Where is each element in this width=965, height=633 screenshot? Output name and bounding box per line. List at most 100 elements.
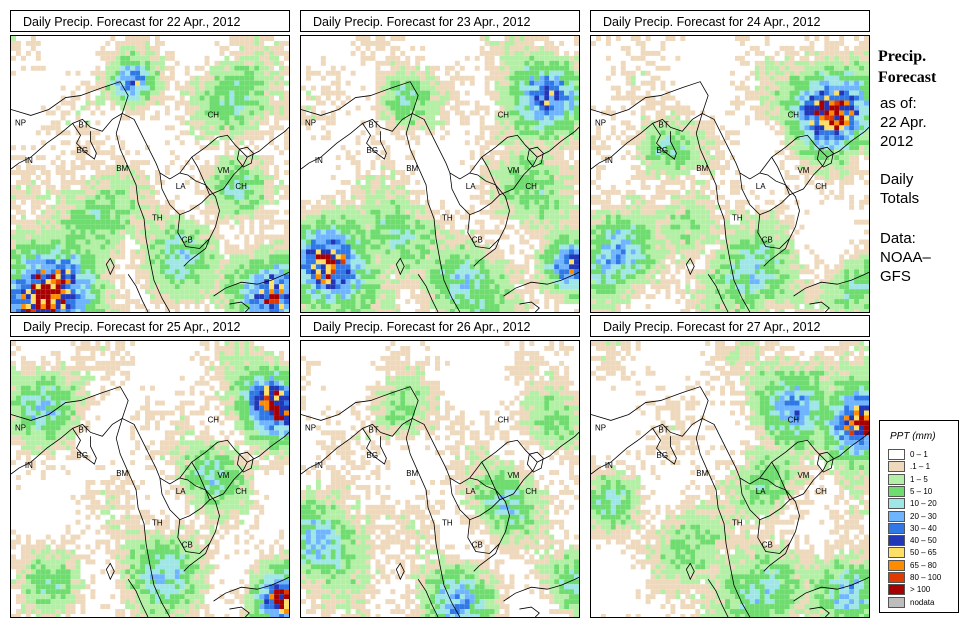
legend-label: 0 – 1: [910, 450, 928, 459]
precip-raster: [11, 36, 289, 312]
country-border: [793, 576, 869, 602]
precip-raster: [11, 341, 289, 617]
country-border: [695, 418, 751, 617]
totals-label: Totals: [880, 190, 920, 207]
country-border: [503, 576, 579, 602]
daily-totals-block: Daily Totals: [880, 170, 919, 208]
legend-entry: 20 – 30: [888, 510, 958, 523]
country-label: VM: [508, 471, 520, 480]
country-border: [467, 214, 500, 249]
country-border: [763, 156, 800, 267]
legend-label: 50 – 65: [910, 548, 937, 558]
country-label: IN: [315, 156, 323, 165]
legend-entry: .1 – 1: [888, 461, 958, 473]
country-border: [763, 461, 800, 572]
country-border: [11, 81, 129, 170]
country-label: TH: [732, 519, 743, 528]
country-label: VM: [218, 471, 230, 480]
daily-label: Daily: [880, 171, 914, 188]
country-label: BM: [696, 164, 708, 173]
country-label: BT: [79, 120, 89, 129]
country-label: TH: [152, 519, 163, 528]
precip-raster: [591, 341, 869, 617]
country-label: VM: [508, 166, 520, 175]
country-border: [183, 461, 220, 572]
country-label: NP: [15, 118, 26, 127]
country-border: [395, 257, 405, 276]
country-border: [652, 428, 677, 465]
legend-swatch: [888, 547, 905, 559]
legend-entry: 1 – 5: [888, 473, 958, 486]
country-label: BG: [367, 146, 378, 155]
country-label: BT: [659, 425, 669, 434]
data-source-block: Data: NOAA– GFS: [880, 229, 931, 286]
country-label: CH: [525, 487, 537, 496]
country-border: [789, 461, 828, 501]
country-border: [229, 606, 250, 617]
country-label: LA: [756, 182, 766, 191]
country-border: [519, 301, 540, 312]
country-border: [739, 172, 791, 216]
data-source-line1: NOAA–: [880, 249, 931, 266]
country-label: IN: [605, 461, 613, 470]
legend-label: 30 – 40: [910, 523, 937, 533]
country-border: [122, 418, 289, 485]
forecast-panel: Daily Precip. Forecast for 22 Apr., 2012…: [0, 5, 292, 313]
legend-label: 10 – 20: [910, 499, 937, 509]
precip-map-canvas: NP BT BG IN BM CH VM LA CH TH CB: [301, 341, 579, 617]
side-title-line1: Precip.: [878, 48, 927, 65]
legend-swatch: [888, 498, 905, 510]
legend-label: > 100: [910, 585, 931, 595]
legend-entry: 30 – 40: [888, 522, 958, 535]
panel-title: Daily Precip. Forecast for 27 Apr., 2012: [590, 315, 870, 337]
country-border: [789, 156, 828, 196]
country-border: [816, 146, 834, 168]
legend-swatch: [888, 449, 905, 460]
legend-entry: 0 – 1: [888, 449, 958, 461]
country-border: [816, 451, 834, 473]
country-label: LA: [756, 487, 766, 496]
country-label: NP: [305, 423, 316, 432]
country-label: BT: [659, 120, 669, 129]
legend-swatch: [888, 522, 905, 534]
country-border: [707, 579, 729, 617]
legend-label: 1 – 5: [910, 474, 928, 484]
country-label: CH: [235, 487, 247, 496]
country-border: [412, 113, 579, 180]
country-border: [115, 418, 171, 617]
country-border: [405, 418, 461, 617]
legend: PPT (mm) 0 – 1 .1 – 1 1 – 5 5 – 10 10 – 20 20…: [879, 420, 959, 613]
country-border: [591, 81, 709, 170]
precip-map-canvas: NP BT BG IN BM CH VM LA CH TH CB: [301, 36, 579, 312]
country-label: BG: [367, 451, 378, 460]
precip-map: NP BT BG IN BM CH VM LA CH TH CB: [590, 35, 870, 313]
country-label: BG: [657, 451, 668, 460]
country-border: [499, 461, 538, 501]
panel-title: Daily Precip. Forecast for 24 Apr., 2012: [590, 10, 870, 32]
country-border: [362, 123, 387, 160]
country-label: CB: [472, 541, 483, 550]
country-border: [449, 172, 501, 216]
country-border: [301, 81, 419, 170]
country-border: [122, 113, 289, 180]
as-of-label: as of:: [880, 95, 917, 112]
country-border: [652, 123, 677, 160]
legend-entry: 80 – 100: [888, 572, 958, 584]
country-border: [467, 519, 500, 554]
forecast-panel: Daily Precip. Forecast for 27 Apr., 2012…: [580, 310, 872, 618]
forecast-panel: Daily Precip. Forecast for 24 Apr., 2012…: [580, 5, 872, 313]
country-label: NP: [15, 423, 26, 432]
country-border: [417, 579, 439, 617]
country-label: CH: [235, 182, 247, 191]
precip-map-canvas: NP BT BG IN BM CH VM LA CH TH CB: [591, 341, 869, 617]
country-label: BG: [657, 146, 668, 155]
panel-title: Daily Precip. Forecast for 22 Apr., 2012: [10, 10, 290, 32]
legend-swatch: [888, 572, 905, 583]
country-label: NP: [595, 118, 606, 127]
country-border: [449, 477, 501, 521]
country-label: CB: [182, 541, 193, 550]
country-border: [405, 113, 461, 312]
panel-title: Daily Precip. Forecast for 25 Apr., 2012: [10, 315, 290, 337]
precip-raster: [301, 341, 579, 617]
country-border: [809, 606, 830, 617]
